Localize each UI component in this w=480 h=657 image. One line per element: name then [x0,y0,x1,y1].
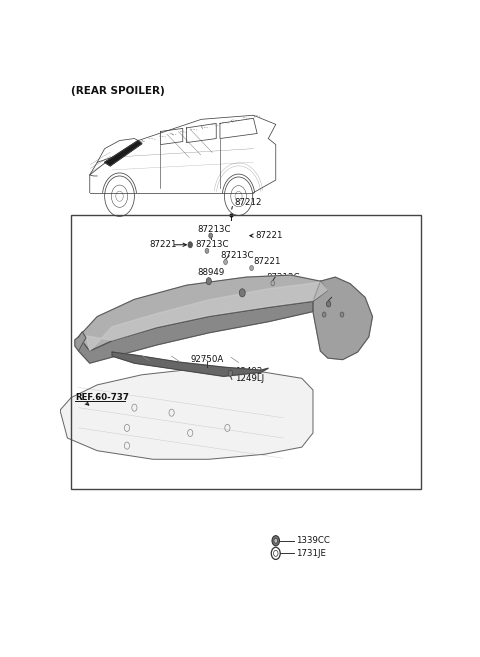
Text: 92750A: 92750A [190,355,224,364]
Text: 87213C: 87213C [198,225,231,234]
Polygon shape [79,275,328,351]
Text: 87213C: 87213C [326,293,360,302]
Text: 87221: 87221 [255,231,283,240]
Text: 87221: 87221 [324,304,352,313]
Bar [71,215,421,489]
Text: 88949: 88949 [231,278,258,286]
Circle shape [322,312,326,317]
Circle shape [271,281,275,286]
Polygon shape [60,368,313,459]
Circle shape [188,242,192,248]
Circle shape [228,371,233,376]
Circle shape [240,289,245,297]
Polygon shape [79,302,313,363]
Circle shape [205,248,209,254]
Circle shape [224,260,228,265]
Circle shape [206,278,211,284]
Circle shape [340,312,344,317]
Circle shape [272,535,279,546]
Circle shape [250,265,253,271]
Text: 87213C: 87213C [266,273,300,282]
Text: 87213C: 87213C [220,252,253,260]
Text: 87213C: 87213C [196,240,229,249]
Text: REF.60-737: REF.60-737 [75,393,129,402]
Text: 1339CC: 1339CC [296,536,330,545]
Text: 87221: 87221 [342,304,370,313]
Text: 12492: 12492 [235,367,262,376]
Circle shape [326,301,331,307]
Text: 87212: 87212 [235,198,263,207]
Polygon shape [112,352,268,376]
Polygon shape [86,283,328,351]
Circle shape [209,233,213,238]
Polygon shape [105,141,142,166]
Text: 87221: 87221 [253,258,281,267]
Text: 87221: 87221 [149,240,177,249]
Polygon shape [75,332,86,351]
Circle shape [274,538,277,543]
Text: 1731JE: 1731JE [296,549,326,558]
Text: 88949: 88949 [198,267,225,277]
Text: 1249LJ: 1249LJ [235,374,264,383]
Polygon shape [313,277,372,359]
Text: (REAR SPOILER): (REAR SPOILER) [71,87,165,97]
Text: 86593B: 86593B [125,325,158,334]
